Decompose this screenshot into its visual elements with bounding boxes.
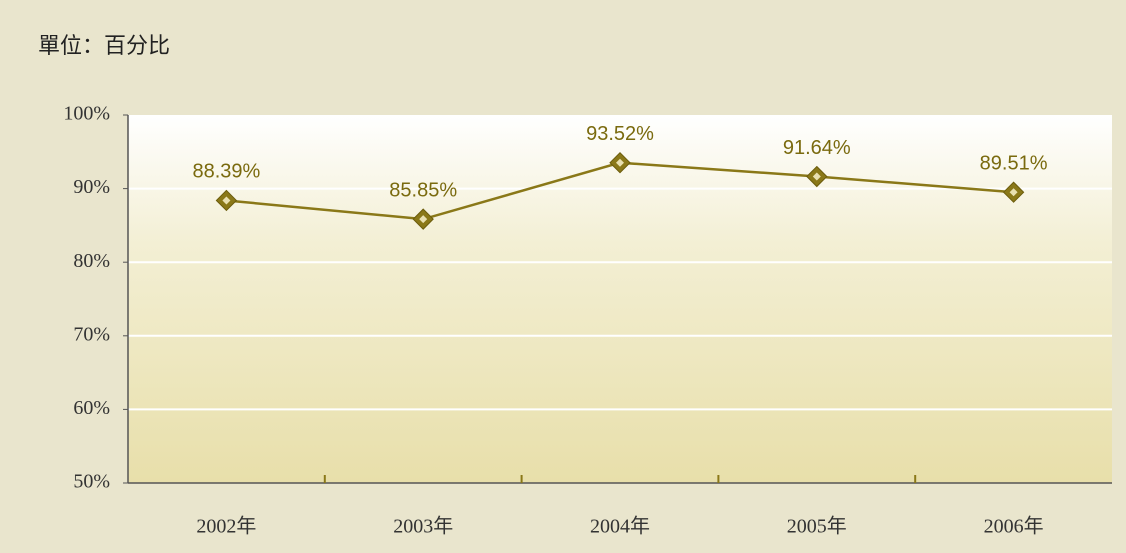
marker-highlight — [222, 196, 231, 205]
y-tick-label: 70% — [73, 323, 110, 345]
x-tick-label: 2002年 — [196, 515, 256, 538]
y-tick-label: 50% — [73, 471, 110, 493]
x-tick-label: 2004年 — [590, 515, 650, 538]
y-tick-label: 80% — [73, 250, 110, 272]
data-label: 89.51% — [980, 152, 1048, 174]
marker-highlight — [1009, 188, 1018, 197]
y-tick-label: 60% — [73, 397, 110, 419]
plot-area — [128, 115, 1112, 483]
x-tick-label: 2006年 — [984, 515, 1044, 538]
y-tick-label: 90% — [73, 176, 110, 198]
data-label: 91.64% — [783, 137, 851, 159]
y-tick-label: 100% — [63, 103, 110, 125]
marker-highlight — [812, 172, 821, 181]
data-label: 85.85% — [389, 179, 457, 201]
marker-highlight — [419, 215, 428, 224]
marker-highlight — [616, 158, 624, 167]
data-label: 88.39% — [192, 161, 260, 183]
data-label: 93.52% — [586, 123, 654, 145]
unit-label: 單位：百分比 — [38, 34, 170, 59]
x-tick-label: 2003年 — [393, 515, 453, 538]
x-tick-label: 2005年 — [787, 515, 847, 538]
